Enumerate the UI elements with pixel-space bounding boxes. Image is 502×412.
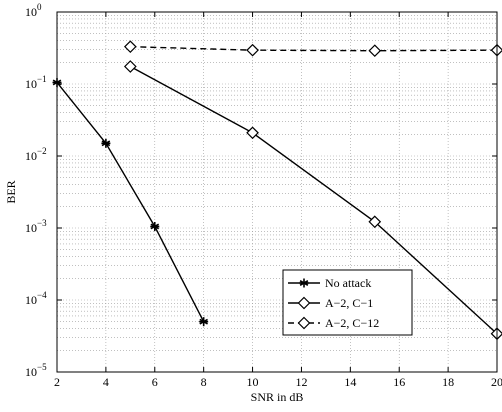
series-2 [123,60,502,341]
legend-entries: No attack A−2, C−1 A−2, C−12 [288,276,379,330]
y-tick-label: 10−3 [25,218,47,235]
series-line [129,65,498,335]
y-tick-label: 100 [25,2,42,19]
diamond-marker [123,60,137,73]
x-tick-label: 4 [103,375,109,389]
grid [57,12,497,372]
x-axis-label: SNR in dB [251,390,304,404]
x-tick-label: 6 [152,375,158,389]
y-axis-label: BER [4,180,18,203]
legend: No attack A−2, C−1 A−2, C−12 [282,269,413,336]
x-tick-label: 18 [442,375,454,389]
x-tick-label: 20 [491,375,502,389]
x-tick-label: 12 [295,375,307,389]
y-tick-label: 10−2 [25,146,47,163]
diamond-marker [368,44,382,58]
legend-entry: A−2, C−12 [288,316,379,330]
plot-frame [56,11,498,373]
x-tick-label: 8 [201,375,207,389]
series-1 [52,77,209,327]
y-tick-label: 10−1 [25,74,47,91]
diamond-marker [246,43,259,57]
series-3 [123,40,502,58]
ticks [56,11,498,373]
series-line [130,45,498,52]
diamond-marker [123,40,137,54]
y-tick-label: 10−4 [25,290,47,307]
series-layer [52,40,502,341]
asterisk-marker [150,221,160,231]
asterisk-marker [299,278,309,288]
x-tick-label: 16 [393,375,405,389]
x-tick-label: 14 [344,375,356,389]
legend-label: No attack [325,276,371,290]
x-tick-label: 10 [247,375,259,389]
legend-label: A−2, C−1 [325,296,373,310]
y-tick-label: 10−5 [25,362,47,379]
asterisk-marker [101,138,111,148]
legend-entry: No attack [288,276,371,290]
diamond-marker [368,215,382,229]
tick-labels: 2 4 6 8 10 12 14 16 18 20 10−5 10−4 10−3 10−2 10−1 100 [25,2,502,389]
diamond-marker [297,316,311,330]
series-line [56,82,205,322]
x-tick-label: 2 [54,375,60,389]
legend-label: A−2, C−12 [325,316,379,330]
diamond-marker [297,296,311,310]
legend-entry: A−2, C−1 [288,296,373,310]
diamond-marker [246,126,259,140]
asterisk-marker [199,317,209,327]
